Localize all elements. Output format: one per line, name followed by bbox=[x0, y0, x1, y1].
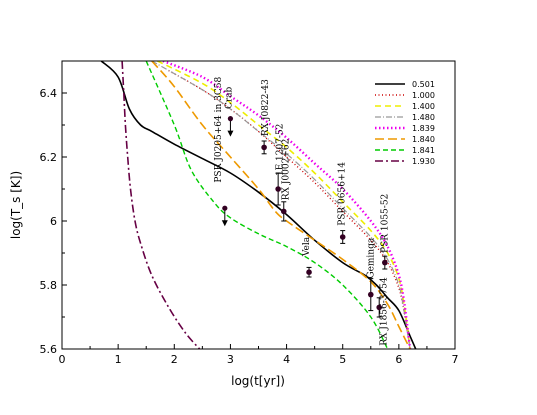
curves-layer bbox=[100, 61, 417, 349]
obs-geminga: Geminga bbox=[367, 237, 377, 312]
legend-label: 1.400 bbox=[412, 102, 435, 111]
y-tick-label: 6.4 bbox=[40, 87, 58, 100]
curve-1.840 bbox=[151, 61, 411, 349]
obs-psr-j0205-64-in-3c58: PSR J0205+64 in 3C58 bbox=[214, 77, 228, 227]
legend-label: 1.840 bbox=[412, 135, 435, 144]
obs-crab: Crab bbox=[225, 86, 235, 137]
obs-label: RX J0002+62 bbox=[281, 139, 291, 201]
legend-label: 1.839 bbox=[412, 124, 435, 133]
data-point bbox=[367, 291, 374, 298]
legend-label: 1.930 bbox=[412, 157, 435, 166]
obs-psr-0656-14: PSR 0656+14 bbox=[337, 162, 347, 244]
obs-label: RX J0822-43 bbox=[261, 79, 271, 136]
x-tick-label: 3 bbox=[227, 353, 234, 366]
y-tick-label: 6.2 bbox=[40, 151, 58, 164]
arrow-head bbox=[227, 130, 234, 137]
obs-vela: Vela bbox=[302, 236, 312, 278]
curve-1.000 bbox=[168, 69, 411, 349]
arrow-head bbox=[221, 220, 228, 227]
obs-rx-j0002-62: RX J0002+62 bbox=[280, 139, 291, 222]
data-point bbox=[382, 259, 388, 266]
x-axis: 0 1 2 3 4 5 6 7 bbox=[59, 344, 459, 366]
obs-label: Crab bbox=[225, 86, 235, 109]
obs-label: RX J1856-3754 bbox=[380, 277, 390, 346]
x-tick-label: 5 bbox=[339, 353, 346, 366]
x-tick-label: 7 bbox=[452, 353, 459, 366]
legend-label: 0.501 bbox=[412, 80, 435, 89]
obs-psr-1055-52: PSR 1055-52 bbox=[381, 194, 391, 270]
x-tick-label: 0 bbox=[59, 353, 66, 366]
y-axis-label: log(T_s [K]) bbox=[9, 171, 23, 239]
curve-1.400 bbox=[157, 61, 411, 349]
legend-label: 1.841 bbox=[412, 146, 435, 155]
obs-label: PSR 1055-52 bbox=[381, 194, 391, 253]
obs-label: PSR 0656+14 bbox=[337, 162, 347, 226]
obs-label: Vela bbox=[302, 236, 312, 257]
x-tick-label: 1 bbox=[115, 353, 122, 366]
curve-1.841 bbox=[145, 61, 389, 349]
obs-1e-1207-52: 1E 1207-52 bbox=[275, 124, 286, 206]
curve-1.930 bbox=[121, 61, 201, 349]
obs-label: PSR J0205+64 in 3C58 bbox=[214, 77, 224, 183]
y-tick-label: 5.6 bbox=[40, 343, 58, 356]
obs-rx-j1856-3754: RX J1856-3754 bbox=[376, 277, 390, 346]
data-point bbox=[306, 269, 312, 276]
data-point bbox=[339, 234, 346, 240]
obs-rx-j0822-43: RX J0822-43 bbox=[261, 79, 271, 155]
x-tick-label: 6 bbox=[395, 353, 402, 366]
y-axis: 5.6 5.8 6 6.2 6.4 bbox=[40, 87, 67, 356]
legend: 0.501 1.000 1.400 1.480 1.839 1.840 1.841 1.930 bbox=[375, 80, 435, 166]
y-tick-label: 5.8 bbox=[40, 279, 58, 292]
data-point bbox=[261, 144, 267, 151]
curve-0.501 bbox=[100, 61, 417, 349]
data-point bbox=[280, 208, 287, 215]
data-point bbox=[227, 116, 234, 122]
data-point bbox=[376, 304, 383, 311]
obs-label: Geminga bbox=[367, 237, 377, 278]
x-axis-label: log(t[yr]) bbox=[231, 374, 285, 388]
x-tick-label: 4 bbox=[283, 353, 290, 366]
y-tick-label: 6 bbox=[50, 215, 57, 228]
legend-label: 1.480 bbox=[412, 113, 435, 122]
obs-label: 1E 1207-52 bbox=[276, 124, 286, 177]
curve-1.480 bbox=[151, 61, 411, 349]
data-point bbox=[275, 186, 281, 192]
curve-1.839 bbox=[162, 61, 412, 349]
legend-label: 1.000 bbox=[412, 91, 435, 100]
x-tick-label: 2 bbox=[171, 353, 178, 366]
data-point bbox=[222, 205, 228, 211]
